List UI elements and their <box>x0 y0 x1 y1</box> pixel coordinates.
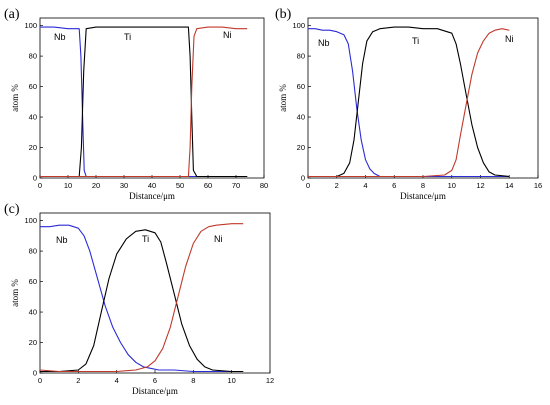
series-label-nb: Nb <box>318 38 330 48</box>
y-axis-title: atom % <box>10 279 20 307</box>
series-label-ni: Ni <box>214 234 223 244</box>
x-tick-label: 20 <box>92 181 100 190</box>
series-line-ni <box>39 223 244 373</box>
series-line-ti <box>40 26 248 178</box>
x-tick-label: 10 <box>227 376 235 385</box>
x-tick-label: 50 <box>176 181 184 190</box>
y-tick-label: 0 <box>301 174 305 183</box>
y-tick-label: 80 <box>29 52 37 61</box>
y-tick-label: 80 <box>297 52 305 61</box>
series-line-ni <box>40 26 248 178</box>
y-tick-label: 60 <box>29 82 37 91</box>
y-tick-label: 100 <box>292 21 305 30</box>
x-tick-label: 10 <box>64 181 72 190</box>
series-line-nb <box>40 224 244 373</box>
chart-panel-0: (a) 0 10 20 30 40 50 60 70 80 0 20 40 60 80 100 Distance… <box>4 7 268 201</box>
plot-frame <box>39 212 271 374</box>
x-tick-label: 60 <box>204 181 212 190</box>
y-tick-label: 60 <box>297 82 305 91</box>
y-tick-label: 60 <box>29 277 37 286</box>
series-line-ni <box>308 28 510 178</box>
x-tick-label: 0 <box>38 181 42 190</box>
x-axis-title: Distance/μm <box>400 191 446 201</box>
y-tick-label: 40 <box>29 113 37 122</box>
series-line-ti <box>308 26 510 178</box>
x-tick-label: 40 <box>148 181 156 190</box>
plot-frame <box>307 17 539 179</box>
x-tick-label: 8 <box>191 376 195 385</box>
panel-label: (b) <box>275 7 292 22</box>
y-tick-label: 0 <box>33 369 37 378</box>
x-tick-label: 2 <box>76 376 80 385</box>
x-tick-label: 14 <box>505 181 513 190</box>
series-label-nb: Nb <box>56 235 68 245</box>
x-tick-label: 16 <box>534 181 542 190</box>
series-label-ni: Ni <box>505 34 514 44</box>
x-tick-label: 6 <box>392 181 396 190</box>
x-tick-label: 4 <box>115 376 119 385</box>
y-axis-title: atom % <box>10 84 20 112</box>
y-tick-label: 20 <box>29 143 37 152</box>
y-tick-label: 20 <box>29 338 37 347</box>
y-axis-title: atom % <box>278 84 288 112</box>
series-label-ni: Ni <box>223 30 232 40</box>
x-tick-label: 10 <box>448 181 456 190</box>
series-label-ti: Ti <box>412 36 419 46</box>
x-tick-label: 0 <box>306 181 310 190</box>
chart-panel-1: (b) 0 2 4 6 8 10 12 14 16 0 20 40 60 80 100 Distance/μm a… <box>275 7 542 201</box>
y-tick-label: 100 <box>24 216 37 225</box>
x-tick-label: 70 <box>232 181 240 190</box>
y-tick-label: 20 <box>297 143 305 152</box>
x-axis-title: Distance/μm <box>132 386 178 396</box>
x-tick-label: 2 <box>335 181 339 190</box>
x-tick-label: 4 <box>363 181 367 190</box>
x-tick-label: 8 <box>421 181 425 190</box>
panel-label: (a) <box>4 7 20 22</box>
x-axis-title: Distance/μm <box>129 191 175 201</box>
y-tick-label: 40 <box>29 308 37 317</box>
x-tick-label: 12 <box>266 376 274 385</box>
y-tick-label: 0 <box>33 174 37 183</box>
series-label-ti: Ti <box>124 32 131 42</box>
x-tick-label: 0 <box>38 376 42 385</box>
y-tick-label: 80 <box>29 247 37 256</box>
y-tick-label: 100 <box>24 21 37 30</box>
panel-label: (c) <box>4 202 20 217</box>
x-tick-label: 12 <box>476 181 484 190</box>
series-label-nb: Nb <box>54 32 66 42</box>
series-line-ti <box>40 229 244 373</box>
x-tick-label: 30 <box>120 181 128 190</box>
x-tick-label: 80 <box>260 181 268 190</box>
chart-panel-2: (c) 0 2 4 6 8 10 12 0 20 40 60 80 100 Distance/μm atom … <box>4 202 274 396</box>
series-label-ti: Ti <box>142 234 149 244</box>
y-tick-label: 40 <box>297 113 305 122</box>
x-tick-label: 6 <box>153 376 157 385</box>
plot-frame <box>39 17 265 179</box>
series-line-nb <box>40 26 248 178</box>
